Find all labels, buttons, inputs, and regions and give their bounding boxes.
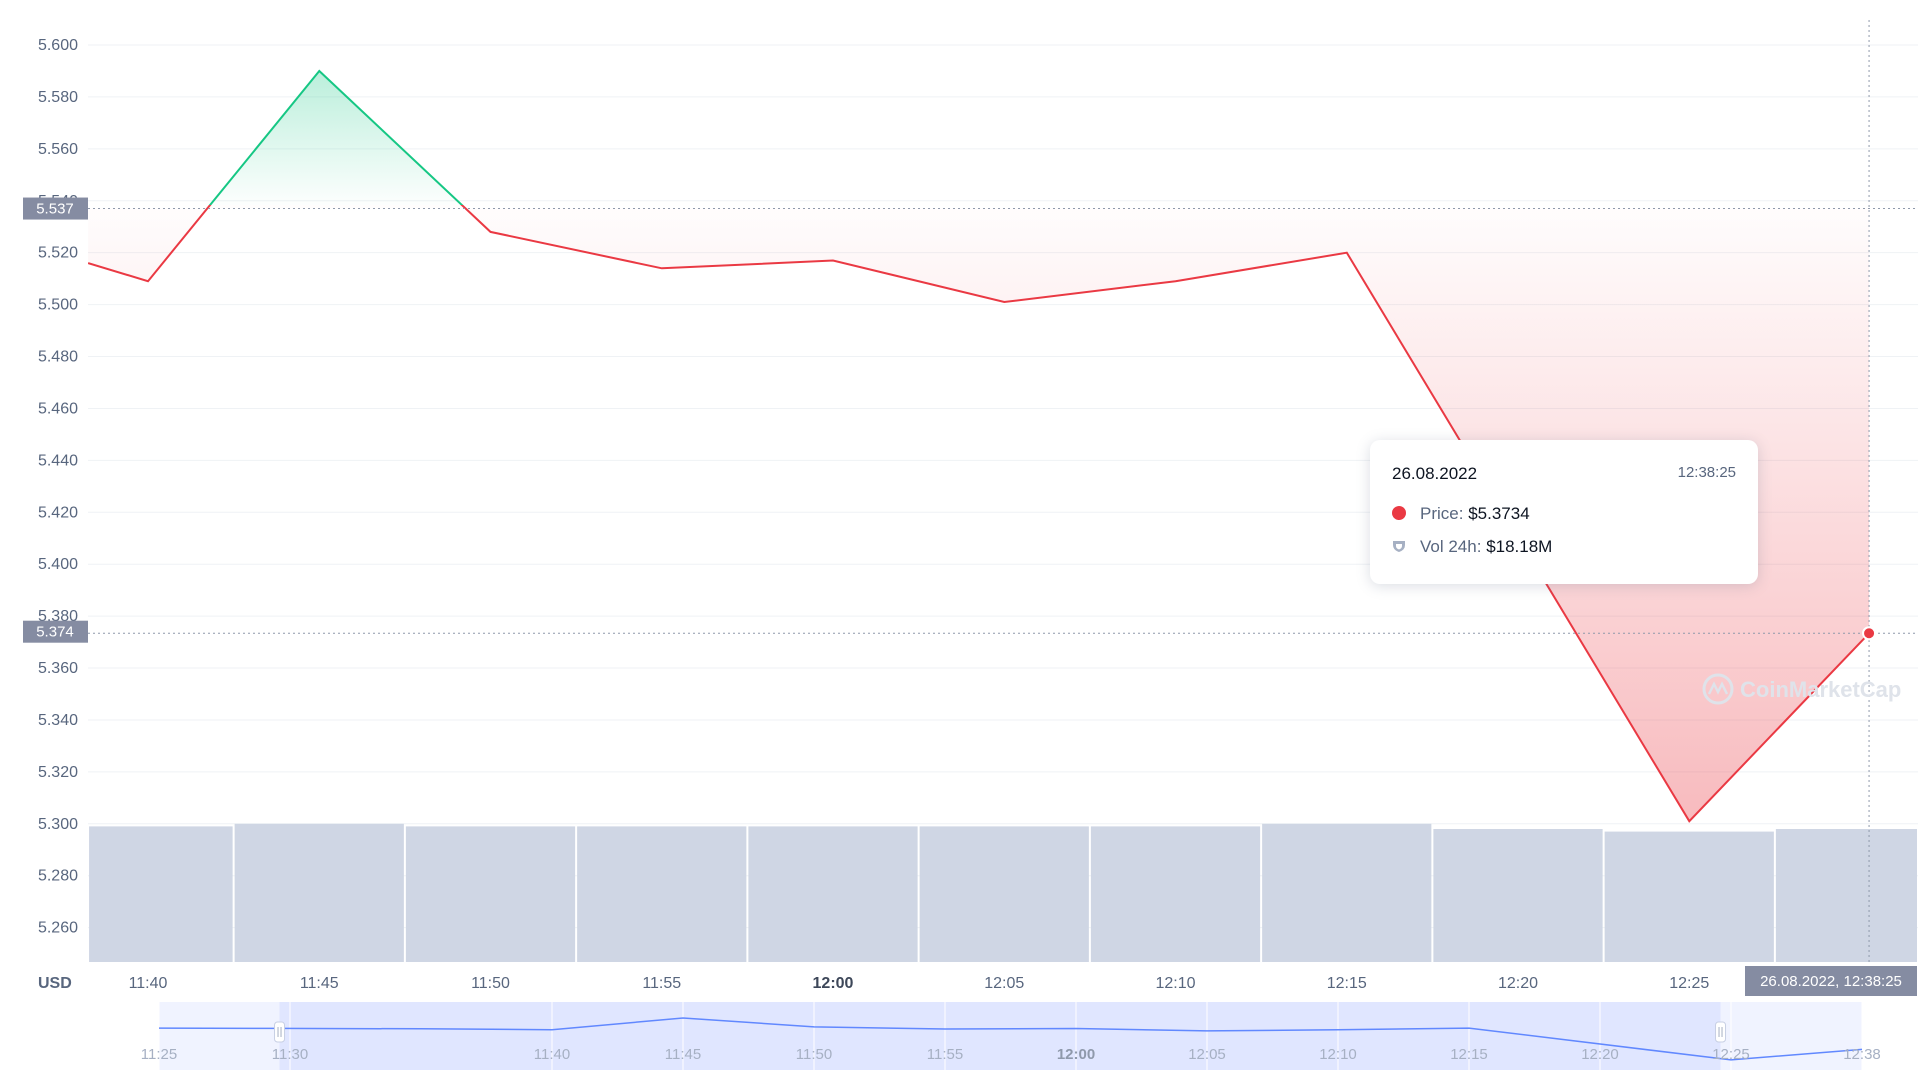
volume-bars <box>89 823 1917 962</box>
volume-bar <box>919 826 1089 962</box>
crosshair-time-text: 26.08.2022, 12:38:25 <box>1760 973 1902 990</box>
price-badges: 5.537 5.374 <box>23 197 88 643</box>
crosshair <box>88 20 1918 962</box>
price-badge <box>23 197 88 220</box>
volume-bar <box>89 826 233 962</box>
volume-bar <box>1262 823 1432 962</box>
y-tick-label: 5.340 <box>38 712 78 729</box>
y-tick-label: 5.260 <box>38 920 78 937</box>
volume-bar <box>748 826 918 962</box>
volume-bar <box>1604 831 1774 962</box>
navigator-tick-label: 12:10 <box>1319 1046 1357 1063</box>
navigator-tick-label: 12:20 <box>1581 1046 1619 1063</box>
navigator-tick-label: 11:30 <box>272 1046 308 1063</box>
navigator-tick-label: 12:25 <box>1712 1046 1750 1063</box>
navigator-tick-label: 12:38 <box>1843 1046 1881 1063</box>
navigator-selection <box>279 1002 1721 1070</box>
tooltip-price-value: $5.3734 <box>1468 504 1530 523</box>
x-tick-label: 12:10 <box>1155 975 1195 992</box>
x-tick-label: 12:25 <box>1669 975 1709 992</box>
price-tooltip: 26.08.2022 12:38:25 Price: $5.3734 Vol 2… <box>1370 440 1758 584</box>
navigator-tick-label: 11:45 <box>665 1046 701 1063</box>
y-tick-label: 5.280 <box>38 868 78 885</box>
navigator-tick-label: 12:00 <box>1057 1046 1095 1063</box>
y-tick-label: 5.580 <box>38 89 78 106</box>
volume-bar <box>1090 826 1261 962</box>
x-tick-label: 12:20 <box>1498 975 1538 992</box>
y-tick-label: 5.480 <box>38 349 78 366</box>
tooltip-date: 26.08.2022 <box>1392 464 1478 483</box>
y-tick-label: 5.400 <box>38 556 78 573</box>
tooltip-price-label: Price: <box>1420 504 1464 523</box>
x-tick-label: 12:00 <box>813 975 854 992</box>
price-badge-label: 5.374 <box>36 624 74 641</box>
x-tick-label: 11:55 <box>642 975 681 992</box>
navigator-tick-label: 11:25 <box>141 1046 177 1063</box>
y-axis: 5.6005.5805.5605.5405.5205.5005.4805.460… <box>38 37 78 937</box>
volume-bar <box>1433 828 1603 962</box>
last-price-point <box>1862 626 1877 641</box>
x-axis: USD 11:40 11:45 11:50 11:55 12:00 12:05 12:10 1… <box>38 975 1709 992</box>
y-tick-label: 5.600 <box>38 37 78 54</box>
navigator-handle-left[interactable] <box>274 1021 286 1043</box>
y-tick-label: 5.500 <box>38 297 78 314</box>
x-tick-label: 12:15 <box>1327 975 1367 992</box>
y-tick-label: 5.460 <box>38 400 78 417</box>
price-area-above-baseline <box>210 71 462 205</box>
y-tick-label: 5.360 <box>38 660 78 677</box>
y-tick-label: 5.440 <box>38 452 78 469</box>
navigator-line <box>158 1017 1863 1061</box>
navigator-tick-label: 12:05 <box>1188 1046 1226 1063</box>
volume-bar <box>1775 828 1917 962</box>
tooltip-volume-value: $18.18M <box>1486 537 1553 556</box>
coinmarketcap-logo-icon <box>1702 673 1734 705</box>
volume-bar <box>577 826 747 962</box>
tooltip-time: 12:38:25 <box>1677 464 1736 481</box>
price-area-below-baseline <box>88 205 1870 822</box>
red-dot-icon <box>1392 506 1406 520</box>
navigator-tick-label: 11:50 <box>796 1046 832 1063</box>
volume-bar <box>405 826 576 962</box>
y-tick-label: 5.520 <box>38 245 78 262</box>
price-line-up <box>208 69 464 205</box>
x-tick-label: 11:45 <box>300 975 339 992</box>
tooltip-volume-label: Vol 24h: <box>1420 537 1482 556</box>
navigator-tick-label: 11:40 <box>534 1046 570 1063</box>
tooltip-price-row: Price: $5.3734 <box>1392 504 1530 524</box>
shield-icon <box>1393 541 1405 552</box>
y-tick-label: 5.320 <box>38 764 78 781</box>
coinmarketcap-logo-wave <box>1707 681 1729 695</box>
watermark: CoinMarketCap <box>1702 673 1901 705</box>
y-tick-label: 5.560 <box>38 141 78 158</box>
watermark-text: CoinMarketCap <box>1740 677 1901 702</box>
x-tick-label: 11:50 <box>471 975 510 992</box>
x-tick-label: 12:05 <box>984 975 1024 992</box>
navigator-handle-right[interactable] <box>1715 1021 1727 1043</box>
y-tick-label: 5.420 <box>38 504 78 521</box>
navigator-tick-label: 11:55 <box>927 1046 963 1063</box>
y-tick-label: 5.300 <box>38 816 78 833</box>
navigator-tick-label: 12:15 <box>1450 1046 1488 1063</box>
x-tick-label: 11:40 <box>129 975 168 992</box>
price-badge-label: 5.537 <box>36 201 74 218</box>
axis-unit-label: USD <box>38 975 72 992</box>
price-badge <box>23 620 88 643</box>
navigator[interactable]: 11:25 11:30 11:40 11:45 11:50 11:55 12:00 12:05… <box>141 1002 1881 1070</box>
tooltip-volume-row: Vol 24h: $18.18M <box>1392 537 1552 557</box>
volume-bar <box>234 823 404 962</box>
crosshair-time-label: 26.08.2022, 12:38:25 <box>1745 966 1917 996</box>
